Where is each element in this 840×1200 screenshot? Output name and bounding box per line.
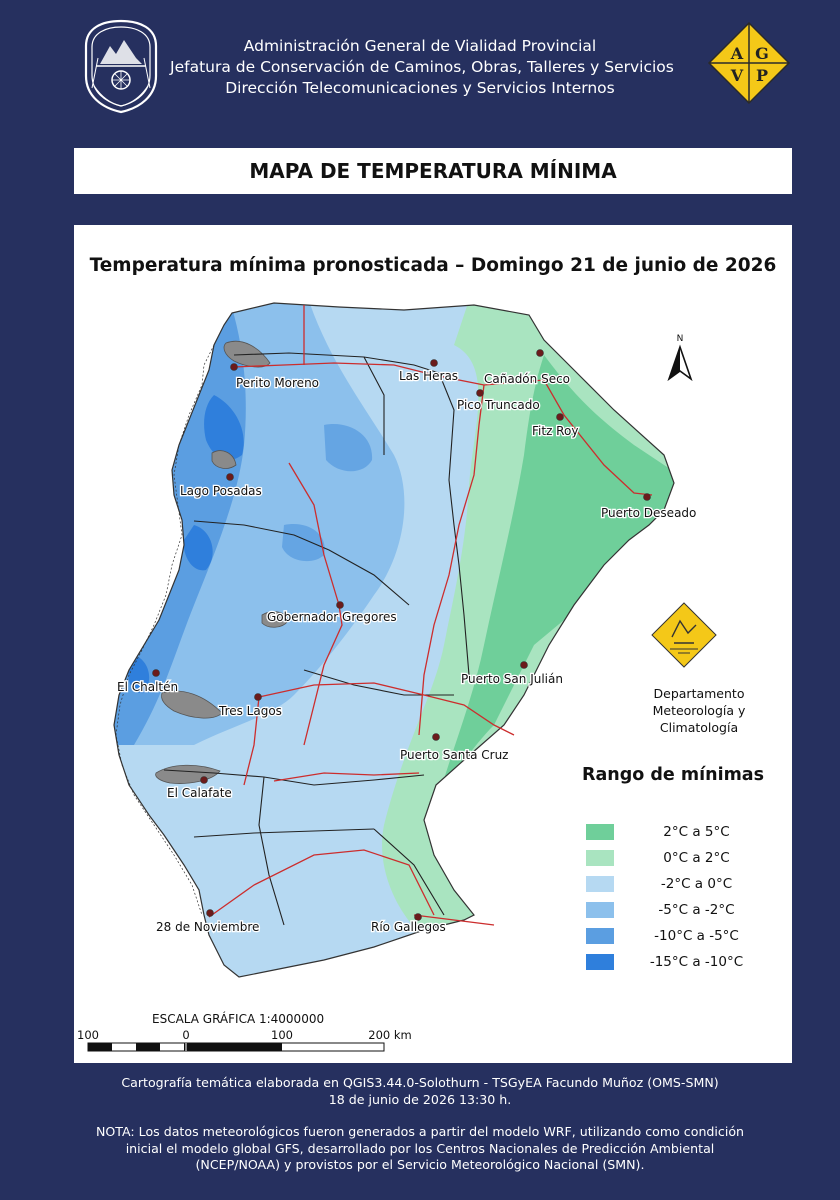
province-outline (113, 302, 675, 978)
legend-label: 2°C a 5°C (663, 824, 730, 840)
legend-item: -10°C a -5°C (586, 927, 759, 945)
department-line2: Meteorología y Climatología (652, 703, 746, 735)
city-label-gobernador-gregores: Gobernador Gregores (267, 610, 397, 624)
lakes (155, 340, 289, 784)
lake-viedma (161, 690, 223, 719)
note-line: NOTA: Los datos meteorológicos fueron ge… (95, 1124, 745, 1139)
department-name: Jefatura de Conservación de Caminos, Obr… (170, 58, 674, 76)
legend-item: -5°C a -2°C (586, 901, 759, 919)
city-label-28-de-noviembre: 28 de Noviembre (156, 920, 259, 934)
north-arrow-icon: N (667, 334, 693, 382)
legend-swatch (586, 824, 614, 840)
city-label-perito-moreno: Perito Moreno (236, 376, 319, 390)
page-title: MAPA DE TEMPERATURA MÍNIMA (249, 159, 617, 183)
department-line1: Departamento (653, 686, 745, 701)
legend-item: 2°C a 5°C (586, 823, 759, 841)
marker-28-de-noviembre[interactable] (206, 909, 214, 917)
roads (208, 305, 653, 926)
legend-swatch (586, 928, 614, 944)
marker-tres-lagos[interactable] (254, 693, 262, 701)
legend-title: Rango de mínimas (582, 765, 765, 785)
marker-puerto-san-julian[interactable] (520, 661, 528, 669)
marker-el-chalten[interactable] (152, 669, 160, 677)
agency-name: Administración General de Vialidad Provi… (243, 37, 597, 55)
north-label: N (677, 334, 684, 344)
header-text: Administración General de Vialidad Provi… (170, 36, 674, 99)
legend-swatch (586, 902, 614, 918)
agvp-letter-g: G (755, 44, 769, 63)
note-line: (NCEP/NOAA) y provistos por el Servicio … (195, 1157, 645, 1172)
marker-gobernador-gregores[interactable] (336, 601, 344, 609)
lake-cardiel (261, 611, 289, 628)
scale-bar (87, 1042, 385, 1052)
scale-label: 100 (271, 1028, 293, 1042)
map-panel: Temperatura mínima pronosticada – Doming… (74, 225, 792, 1063)
scale-label: 200 km (368, 1028, 412, 1042)
legend-label: -2°C a 0°C (660, 876, 733, 892)
credit-line: Cartografía temática elaborada en QGIS3.… (121, 1075, 719, 1090)
city-label-canadon-seco: Cañadón Seco (484, 372, 570, 386)
marker-pico-truncado[interactable] (476, 389, 484, 397)
map-subtitle: Temperatura mínima pronosticada – Doming… (89, 255, 777, 276)
dtysi-diamond-logo (651, 602, 717, 668)
legend-label: -5°C a -2°C (658, 902, 735, 918)
city-label-puerto-san-julian: Puerto San Julián (461, 672, 563, 686)
zone-blue-patch (282, 424, 373, 562)
legend-item: -2°C a 0°C (586, 875, 759, 893)
footer: Cartografía temática elaborada en QGIS3.… (40, 1075, 800, 1174)
scale-title: ESCALA GRÁFICA 1:4000000 (152, 1012, 325, 1026)
zone-minus15-to-minus10 (128, 395, 244, 694)
marker-puerto-deseado[interactable] (643, 493, 651, 501)
legend-label: -15°C a -10°C (649, 954, 744, 970)
marker-perito-moreno[interactable] (230, 363, 238, 371)
marker-canadon-seco[interactable] (536, 349, 544, 357)
map-canvas: Perito Moreno Las Heras Cañadón Seco Pic… (87, 302, 717, 1052)
city-label-el-calafate: El Calafate (167, 786, 232, 800)
city-labels: Perito Moreno Las Heras Cañadón Seco Pic… (116, 368, 698, 936)
agvp-letter-a: A (730, 44, 744, 63)
legend-swatch (586, 954, 614, 970)
city-label-lago-posadas: Lago Posadas (180, 484, 262, 498)
legend-swatch (586, 876, 614, 892)
zone-2-to-5 (439, 355, 674, 795)
scale-label: 100 (77, 1028, 99, 1042)
city-label-rio-gallegos: Río Gallegos (371, 920, 446, 934)
header: Administración General de Vialidad Provi… (0, 0, 840, 140)
department-block: Departamento Meteorología y Climatología (614, 685, 784, 736)
city-label-puerto-santa-cruz: Puerto Santa Cruz (400, 748, 508, 762)
directorate-name: Dirección Telecomunicaciones y Servicios… (225, 79, 615, 97)
legend-swatch (586, 850, 614, 866)
marker-puerto-santa-cruz[interactable] (432, 733, 440, 741)
agvp-letter-v: V (730, 66, 744, 85)
legend-label: -10°C a -5°C (654, 928, 739, 944)
city-label-tres-lagos: Tres Lagos (218, 704, 282, 718)
city-markers (152, 349, 651, 921)
marker-el-calafate[interactable] (200, 776, 208, 784)
agvp-diamond-logo: A G V P (707, 21, 791, 105)
marker-rio-gallegos[interactable] (414, 913, 422, 921)
legend-item: -15°C a -10°C (586, 953, 759, 971)
legend-label: 0°C a 2°C (663, 850, 730, 866)
marker-fitz-roy[interactable] (556, 413, 564, 421)
city-label-pico-truncado: Pico Truncado (457, 398, 540, 412)
city-label-fitz-roy: Fitz Roy (532, 424, 578, 438)
marker-las-heras[interactable] (430, 359, 438, 367)
marker-lago-posadas[interactable] (226, 473, 234, 481)
scale-label: 0 (182, 1028, 190, 1042)
city-label-puerto-deseado: Puerto Deseado (601, 506, 696, 520)
department-boundaries (163, 352, 470, 926)
lake-posadas (211, 450, 237, 469)
city-label-las-heras: Las Heras (399, 369, 458, 383)
legend-item: 0°C a 2°C (586, 849, 759, 867)
note-line: inicial el modelo global GFS, desarrolla… (125, 1140, 715, 1156)
city-label-el-chalten: El Chaltén (117, 680, 178, 694)
provincial-seal-icon (84, 19, 158, 114)
map-title-box: MAPA DE TEMPERATURA MÍNIMA (74, 148, 792, 194)
credit-date: 18 de junio de 2026 13:30 h. (328, 1091, 512, 1107)
chile-coast (115, 344, 215, 916)
agvp-letter-p: P (756, 66, 768, 85)
